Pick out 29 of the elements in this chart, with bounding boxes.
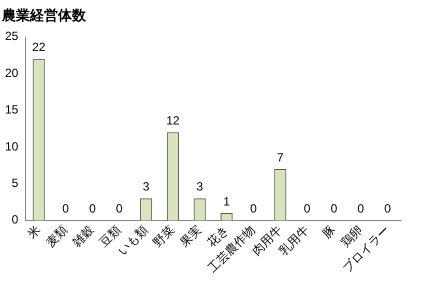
data-label: 7 [276, 150, 284, 164]
x-tick-label: 果実 [177, 222, 204, 250]
data-label: 0 [304, 202, 311, 216]
x-tick-label: 鶏卵 [338, 222, 366, 250]
data-label: 0 [384, 202, 392, 216]
data-label: 1 [223, 194, 230, 208]
data-label: 3 [142, 180, 150, 194]
x-tick-label: 豆類 [96, 222, 124, 250]
x-tick-label: 麦類 [43, 222, 70, 250]
x-tick-label: 豚 [320, 222, 338, 242]
data-label: 22 [32, 40, 46, 54]
y-tick-label: 20 [4, 66, 19, 80]
chart-title: 農業経営体数 [1, 8, 87, 24]
x-tick-label: 米 [24, 222, 44, 242]
data-label: 0 [330, 202, 338, 216]
y-tick-label: 15 [4, 102, 19, 117]
x-tick-label: 雑穀 [70, 222, 97, 250]
y-tick-label: 10 [4, 139, 19, 154]
data-label: 0 [89, 202, 96, 216]
data-label: 0 [250, 202, 258, 216]
data-label: 0 [116, 202, 123, 216]
y-tick-label: 0 [12, 212, 19, 227]
data-label: 0 [62, 202, 70, 216]
x-tick-label: 野菜 [150, 222, 178, 250]
data-label: 0 [357, 202, 364, 216]
y-tick-label: 5 [12, 176, 19, 190]
y-tick-label: 25 [4, 29, 19, 44]
data-label: 12 [166, 114, 180, 128]
data-label: 3 [196, 180, 204, 194]
